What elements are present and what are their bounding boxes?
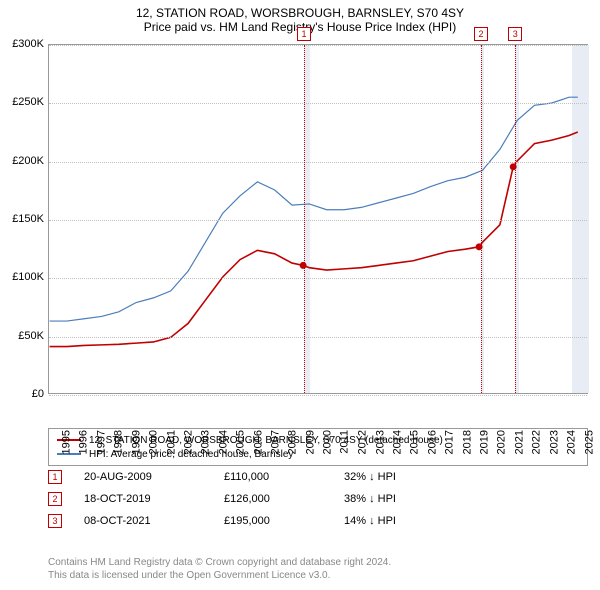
gridline-h <box>49 45 587 46</box>
x-axis-label: 2020 <box>496 430 508 454</box>
transaction-marker: 3 <box>48 514 62 528</box>
transaction-date: 08-OCT-2021 <box>84 515 224 527</box>
x-axis-label: 2025 <box>583 430 595 454</box>
y-axis-label: £0 <box>4 388 44 400</box>
marker-vline <box>481 45 482 393</box>
x-axis-label: 2011 <box>338 430 350 454</box>
x-axis-label: 2016 <box>426 430 438 454</box>
footer-line-2: This data is licensed under the Open Gov… <box>48 569 391 582</box>
x-axis-label: 2017 <box>444 430 456 454</box>
transaction-price: £110,000 <box>224 471 344 483</box>
gridline-h <box>49 337 587 338</box>
transactions-table: 1 20-AUG-2009£110,00032% ↓ HPI 2 18-OCT-201… <box>48 466 396 532</box>
transaction-date: 18-OCT-2019 <box>84 493 224 505</box>
x-axis-label: 2009 <box>304 430 316 454</box>
x-axis-label: 1996 <box>78 430 90 454</box>
x-axis-label: 1998 <box>113 430 125 454</box>
chart-plot-area: 123 <box>48 44 588 394</box>
transaction-row: 1 20-AUG-2009£110,00032% ↓ HPI <box>48 466 396 488</box>
x-axis-label: 2000 <box>148 430 160 454</box>
x-axis-label: 2019 <box>479 430 491 454</box>
transaction-marker: 1 <box>48 470 62 484</box>
x-axis-label: 2002 <box>182 430 194 454</box>
y-axis-label: £250K <box>4 96 44 108</box>
marker-vline <box>304 45 305 393</box>
footer-line-1: Contains HM Land Registry data © Crown c… <box>48 556 391 569</box>
chart-svg <box>49 45 587 393</box>
marker-vline <box>515 45 516 393</box>
x-axis-label: 2018 <box>461 430 473 454</box>
title-line-1: 12, STATION ROAD, WORSBROUGH, BARNSLEY, … <box>0 6 600 20</box>
footer-attribution: Contains HM Land Registry data © Crown c… <box>48 556 391 582</box>
y-axis-label: £200K <box>4 155 44 167</box>
y-axis-label: £300K <box>4 38 44 50</box>
x-axis-label: 1997 <box>95 430 107 454</box>
transaction-marker: 2 <box>48 492 62 506</box>
x-axis-label: 2006 <box>252 430 264 454</box>
gridline-h <box>49 278 587 279</box>
x-axis-label: 2004 <box>217 430 229 454</box>
x-axis-label: 2008 <box>287 430 299 454</box>
transaction-delta: 32% ↓ HPI <box>344 471 396 483</box>
x-axis-label: 2014 <box>391 430 403 454</box>
transaction-price: £126,000 <box>224 493 344 505</box>
x-axis-label: 2021 <box>513 430 525 454</box>
x-axis-label: 2003 <box>200 430 212 454</box>
y-axis-label: £50K <box>4 330 44 342</box>
x-axis-label: 2005 <box>235 430 247 454</box>
x-axis-label: 2023 <box>548 430 560 454</box>
marker-box: 2 <box>474 27 488 41</box>
x-axis-label: 2024 <box>566 430 578 454</box>
x-axis-label: 2022 <box>531 430 543 454</box>
x-axis-label: 2001 <box>165 430 177 454</box>
series-line <box>50 97 578 321</box>
gridline-h <box>49 220 587 221</box>
transaction-price: £195,000 <box>224 515 344 527</box>
y-axis-label: £150K <box>4 213 44 225</box>
marker-box: 1 <box>297 27 311 41</box>
x-axis-label: 2007 <box>270 430 282 454</box>
gridline-h <box>49 162 587 163</box>
y-axis-label: £100K <box>4 271 44 283</box>
x-axis-label: 1999 <box>130 430 142 454</box>
transaction-delta: 38% ↓ HPI <box>344 493 396 505</box>
transaction-delta: 14% ↓ HPI <box>344 515 396 527</box>
x-axis-label: 2010 <box>322 430 334 454</box>
x-axis-label: 1995 <box>60 430 72 454</box>
transaction-row: 3 08-OCT-2021£195,00014% ↓ HPI <box>48 510 396 532</box>
series-line <box>50 132 578 347</box>
x-axis-label: 2013 <box>374 430 386 454</box>
transaction-row: 2 18-OCT-2019£126,00038% ↓ HPI <box>48 488 396 510</box>
transaction-date: 20-AUG-2009 <box>84 471 224 483</box>
x-axis-label: 2012 <box>357 430 369 454</box>
marker-box: 3 <box>508 27 522 41</box>
gridline-h <box>49 103 587 104</box>
gridline-h <box>49 395 587 396</box>
x-axis-label: 2015 <box>409 430 421 454</box>
